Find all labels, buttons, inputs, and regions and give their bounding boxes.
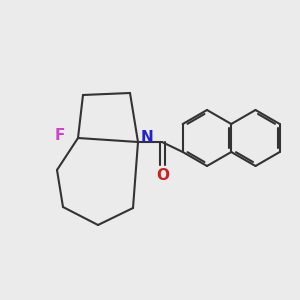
Text: O: O <box>157 169 169 184</box>
Text: F: F <box>55 128 65 143</box>
Text: N: N <box>141 130 153 146</box>
